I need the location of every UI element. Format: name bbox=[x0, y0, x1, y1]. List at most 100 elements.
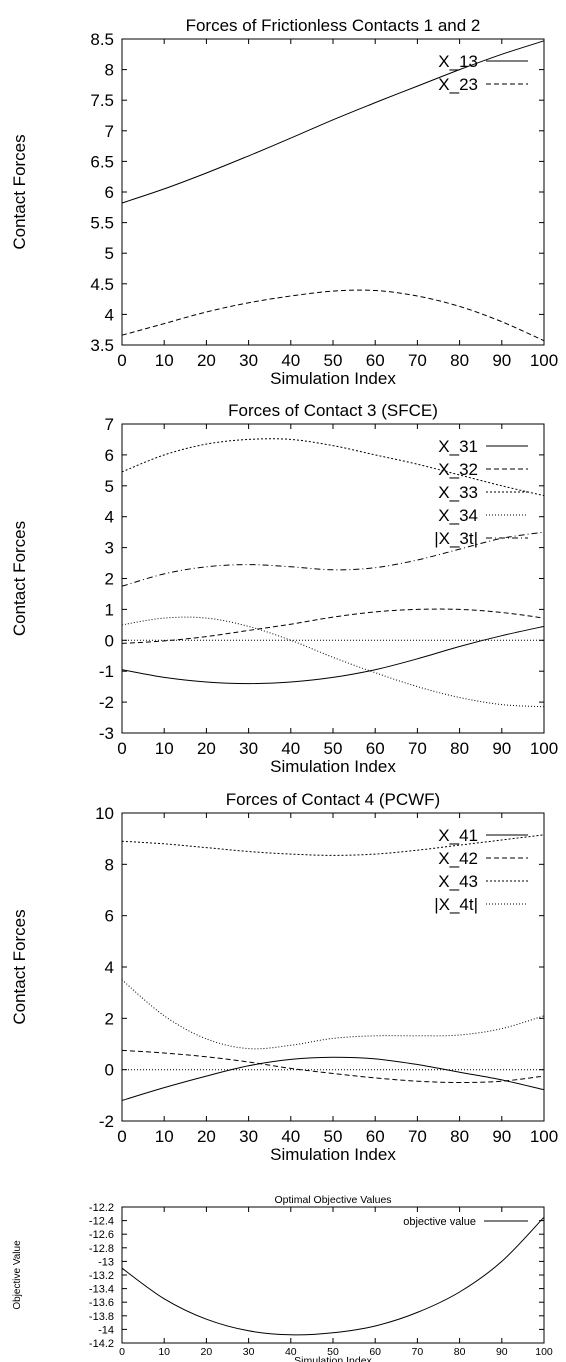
y-tick-label: 8 bbox=[105, 61, 114, 80]
legend: X_31 X_32 X_33 X_34 |X_3t| bbox=[434, 437, 528, 548]
legend-label: objective value bbox=[403, 1216, 476, 1228]
x-tick-label: 50 bbox=[327, 1346, 339, 1358]
x-tick-label: 10 bbox=[155, 1127, 174, 1146]
y-tick-label: 3 bbox=[105, 539, 114, 558]
series-line-x43 bbox=[121, 834, 545, 856]
y-tick-label: 2 bbox=[105, 1009, 114, 1028]
chart-title: Forces of Contact 3 (SFCE) bbox=[228, 401, 438, 420]
x-axis-label: Simulation Index bbox=[270, 369, 396, 388]
x-tick-label: 50 bbox=[324, 739, 343, 758]
y-tick-label: 7 bbox=[105, 122, 114, 141]
x-tick-label: 70 bbox=[408, 739, 427, 758]
y-axis-label: Contact Forces bbox=[10, 134, 29, 249]
y-tick-label: 5 bbox=[105, 244, 114, 263]
x-tick-label: 90 bbox=[492, 1127, 511, 1146]
y-axis-label: Contact Forces bbox=[10, 909, 29, 1024]
x-tick-label: 70 bbox=[408, 351, 427, 370]
x-tick-label: 10 bbox=[155, 739, 174, 758]
y-tick-label: -3 bbox=[99, 724, 114, 743]
y-tick-label: 4 bbox=[105, 305, 114, 324]
x-tick-label: 30 bbox=[243, 1346, 255, 1358]
x-tick-label: 90 bbox=[492, 739, 511, 758]
y-tick-label: 0 bbox=[105, 1061, 114, 1080]
y-tick-label: 6 bbox=[105, 907, 114, 926]
y-tick-label: -13 bbox=[98, 1256, 114, 1268]
x-tick-label: 30 bbox=[239, 1127, 258, 1146]
y-tick-label: 1 bbox=[105, 600, 114, 619]
legend-label: |X_3t| bbox=[434, 529, 478, 548]
x-tick-label: 100 bbox=[535, 1346, 553, 1358]
y-tick-label: 4 bbox=[105, 508, 114, 527]
x-axis-label: Simulation Index bbox=[270, 757, 396, 776]
plot-frame bbox=[121, 423, 545, 734]
y-tick-label: -12.4 bbox=[89, 1216, 114, 1228]
y-tick-label: -14 bbox=[98, 1324, 114, 1336]
y-tick-label: -1 bbox=[99, 662, 114, 681]
y-tick-label: 4 bbox=[105, 958, 114, 977]
legend-label: X_42 bbox=[438, 849, 478, 868]
x-tick-label: 70 bbox=[408, 1127, 427, 1146]
x-tick-label: 80 bbox=[454, 1346, 466, 1358]
y-tick-label: -12.8 bbox=[89, 1243, 114, 1255]
x-tick-label: 80 bbox=[450, 739, 469, 758]
series-line-x41 bbox=[121, 1056, 545, 1101]
x-tick-label: 60 bbox=[369, 1346, 381, 1358]
y-tick-label: 0 bbox=[105, 631, 114, 650]
legend-label: X_32 bbox=[438, 460, 478, 479]
legend: objective value bbox=[403, 1216, 528, 1228]
y-tick-label: 2 bbox=[105, 570, 114, 589]
x-axis-label: Simulation Index bbox=[294, 1355, 372, 1362]
y-axis-label: Objective Value bbox=[12, 1240, 23, 1310]
legend-label: X_43 bbox=[438, 872, 478, 891]
y-axis-label: Contact Forces bbox=[10, 521, 29, 636]
x-tick-label: 0 bbox=[117, 1127, 126, 1146]
x-tick-label: 90 bbox=[496, 1346, 508, 1358]
x-tick-label: 50 bbox=[324, 1127, 343, 1146]
x-tick-label: 40 bbox=[285, 1346, 297, 1358]
y-tick-label: -13.8 bbox=[89, 1311, 114, 1323]
x-tick-label: 70 bbox=[412, 1346, 424, 1358]
x-tick-label: 40 bbox=[281, 351, 300, 370]
y-tick-label: -2 bbox=[99, 693, 114, 712]
y-tick-label: -13.2 bbox=[89, 1270, 114, 1282]
y-tick-label: -12.2 bbox=[89, 1202, 114, 1214]
x-tick-label: 20 bbox=[197, 1127, 216, 1146]
series-line-x3t bbox=[121, 531, 545, 587]
x-tick-label: 10 bbox=[158, 1346, 170, 1358]
x-axis-label: Simulation Index bbox=[270, 1145, 396, 1164]
chart-panel-2: Forces of Contact 3 (SFCE)0 10 20 30 40 50 60 7… bbox=[10, 401, 558, 776]
series-line-x4t bbox=[121, 979, 545, 1050]
series-line-objectivevalue bbox=[121, 1216, 545, 1336]
series-line-x32 bbox=[121, 608, 545, 644]
legend-label: X_23 bbox=[438, 75, 478, 94]
chart-panel-4: Optimal Objective Values 0 10 20 30 40 50 60 70 8… bbox=[12, 1194, 553, 1362]
x-tick-label: 0 bbox=[117, 739, 126, 758]
legend-label: |X_4t| bbox=[434, 895, 478, 914]
y-tick-label: -14.2 bbox=[89, 1338, 114, 1350]
chart-panel-3: Forces of Contact 4 (PCWF)0 10 20 30 40 50 60 7… bbox=[10, 790, 558, 1164]
legend: X_13 X_23 bbox=[438, 52, 528, 94]
y-tick-label: -12.6 bbox=[89, 1229, 114, 1241]
x-tick-label: 60 bbox=[366, 739, 385, 758]
x-tick-label: 30 bbox=[239, 351, 258, 370]
series-line-x33 bbox=[121, 438, 545, 497]
y-tick-label: -2 bbox=[99, 1112, 114, 1131]
chart-title: Optimal Objective Values bbox=[274, 1194, 391, 1206]
y-tick-label: 3.5 bbox=[90, 336, 114, 355]
y-tick-label: 6 bbox=[105, 446, 114, 465]
x-tick-label: 100 bbox=[530, 351, 558, 370]
plot-frame bbox=[121, 38, 545, 346]
x-tick-label: 30 bbox=[239, 739, 258, 758]
x-tick-label: 0 bbox=[119, 1346, 125, 1358]
series-line-x42 bbox=[121, 1049, 545, 1084]
x-tick-label: 90 bbox=[492, 351, 511, 370]
x-tick-label: 0 bbox=[117, 351, 126, 370]
x-tick-label: 80 bbox=[450, 1127, 469, 1146]
series-line-x13 bbox=[121, 40, 545, 204]
chart-title: Forces of Contact 4 (PCWF) bbox=[226, 790, 440, 809]
chart-title: Forces of Frictionless Contacts 1 and 2 bbox=[186, 16, 481, 35]
legend-label: X_41 bbox=[438, 826, 478, 845]
x-tick-label: 10 bbox=[155, 351, 174, 370]
y-tick-label: 7.5 bbox=[90, 91, 114, 110]
